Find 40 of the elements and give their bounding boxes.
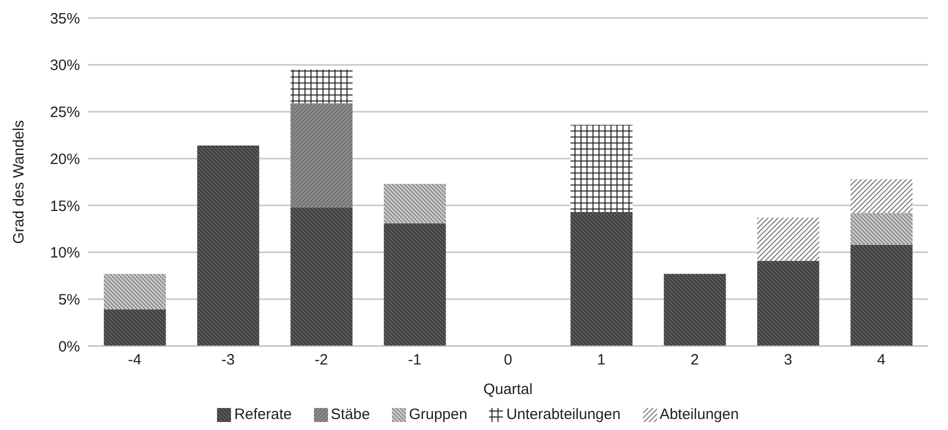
- x-tick-label: 3: [784, 352, 792, 369]
- x-tick-label: -1: [408, 352, 422, 369]
- bar: [104, 274, 166, 310]
- y-tick-label: 0%: [58, 338, 80, 356]
- legend-label: Referate: [234, 406, 292, 423]
- y-tick-label: 35%: [50, 10, 80, 28]
- bar: [290, 207, 353, 346]
- bar: [850, 179, 913, 213]
- bar: [664, 274, 726, 346]
- x-tick-label: 0: [504, 352, 512, 369]
- bar: [104, 309, 166, 346]
- legend-label: Unterabteilungen: [506, 406, 621, 423]
- x-tick-label: -2: [314, 352, 328, 369]
- x-tick-label: 1: [597, 352, 606, 369]
- x-tick-label: -3: [221, 352, 235, 369]
- x-tick-label: 2: [690, 352, 699, 369]
- bar: [290, 103, 353, 208]
- bar: [757, 260, 820, 346]
- bar: [384, 184, 446, 224]
- y-tick-label: 10%: [50, 244, 80, 262]
- x-axis-title: Quartal: [483, 381, 533, 398]
- bar: [197, 145, 260, 346]
- y-tick-label: 5%: [58, 291, 80, 308]
- bar: [850, 212, 913, 245]
- x-tick-label: 4: [877, 352, 886, 369]
- x-tick-label: -4: [128, 352, 142, 369]
- bar: [850, 244, 913, 346]
- bar: [290, 70, 353, 104]
- y-axis-title: Grad des Wandels: [10, 120, 28, 244]
- y-tick-label: 30%: [50, 57, 80, 74]
- bar: [570, 212, 633, 346]
- bar: [757, 218, 820, 261]
- legend-label: Gruppen: [408, 406, 468, 423]
- y-tick-label: 25%: [50, 104, 80, 122]
- legend-label: Stäbe: [330, 406, 370, 423]
- y-tick-label: 15%: [50, 198, 80, 215]
- legend-label: Abteilungen: [660, 406, 739, 423]
- y-tick-label: 20%: [50, 150, 80, 168]
- bar: [384, 223, 446, 346]
- bar: [570, 124, 633, 212]
